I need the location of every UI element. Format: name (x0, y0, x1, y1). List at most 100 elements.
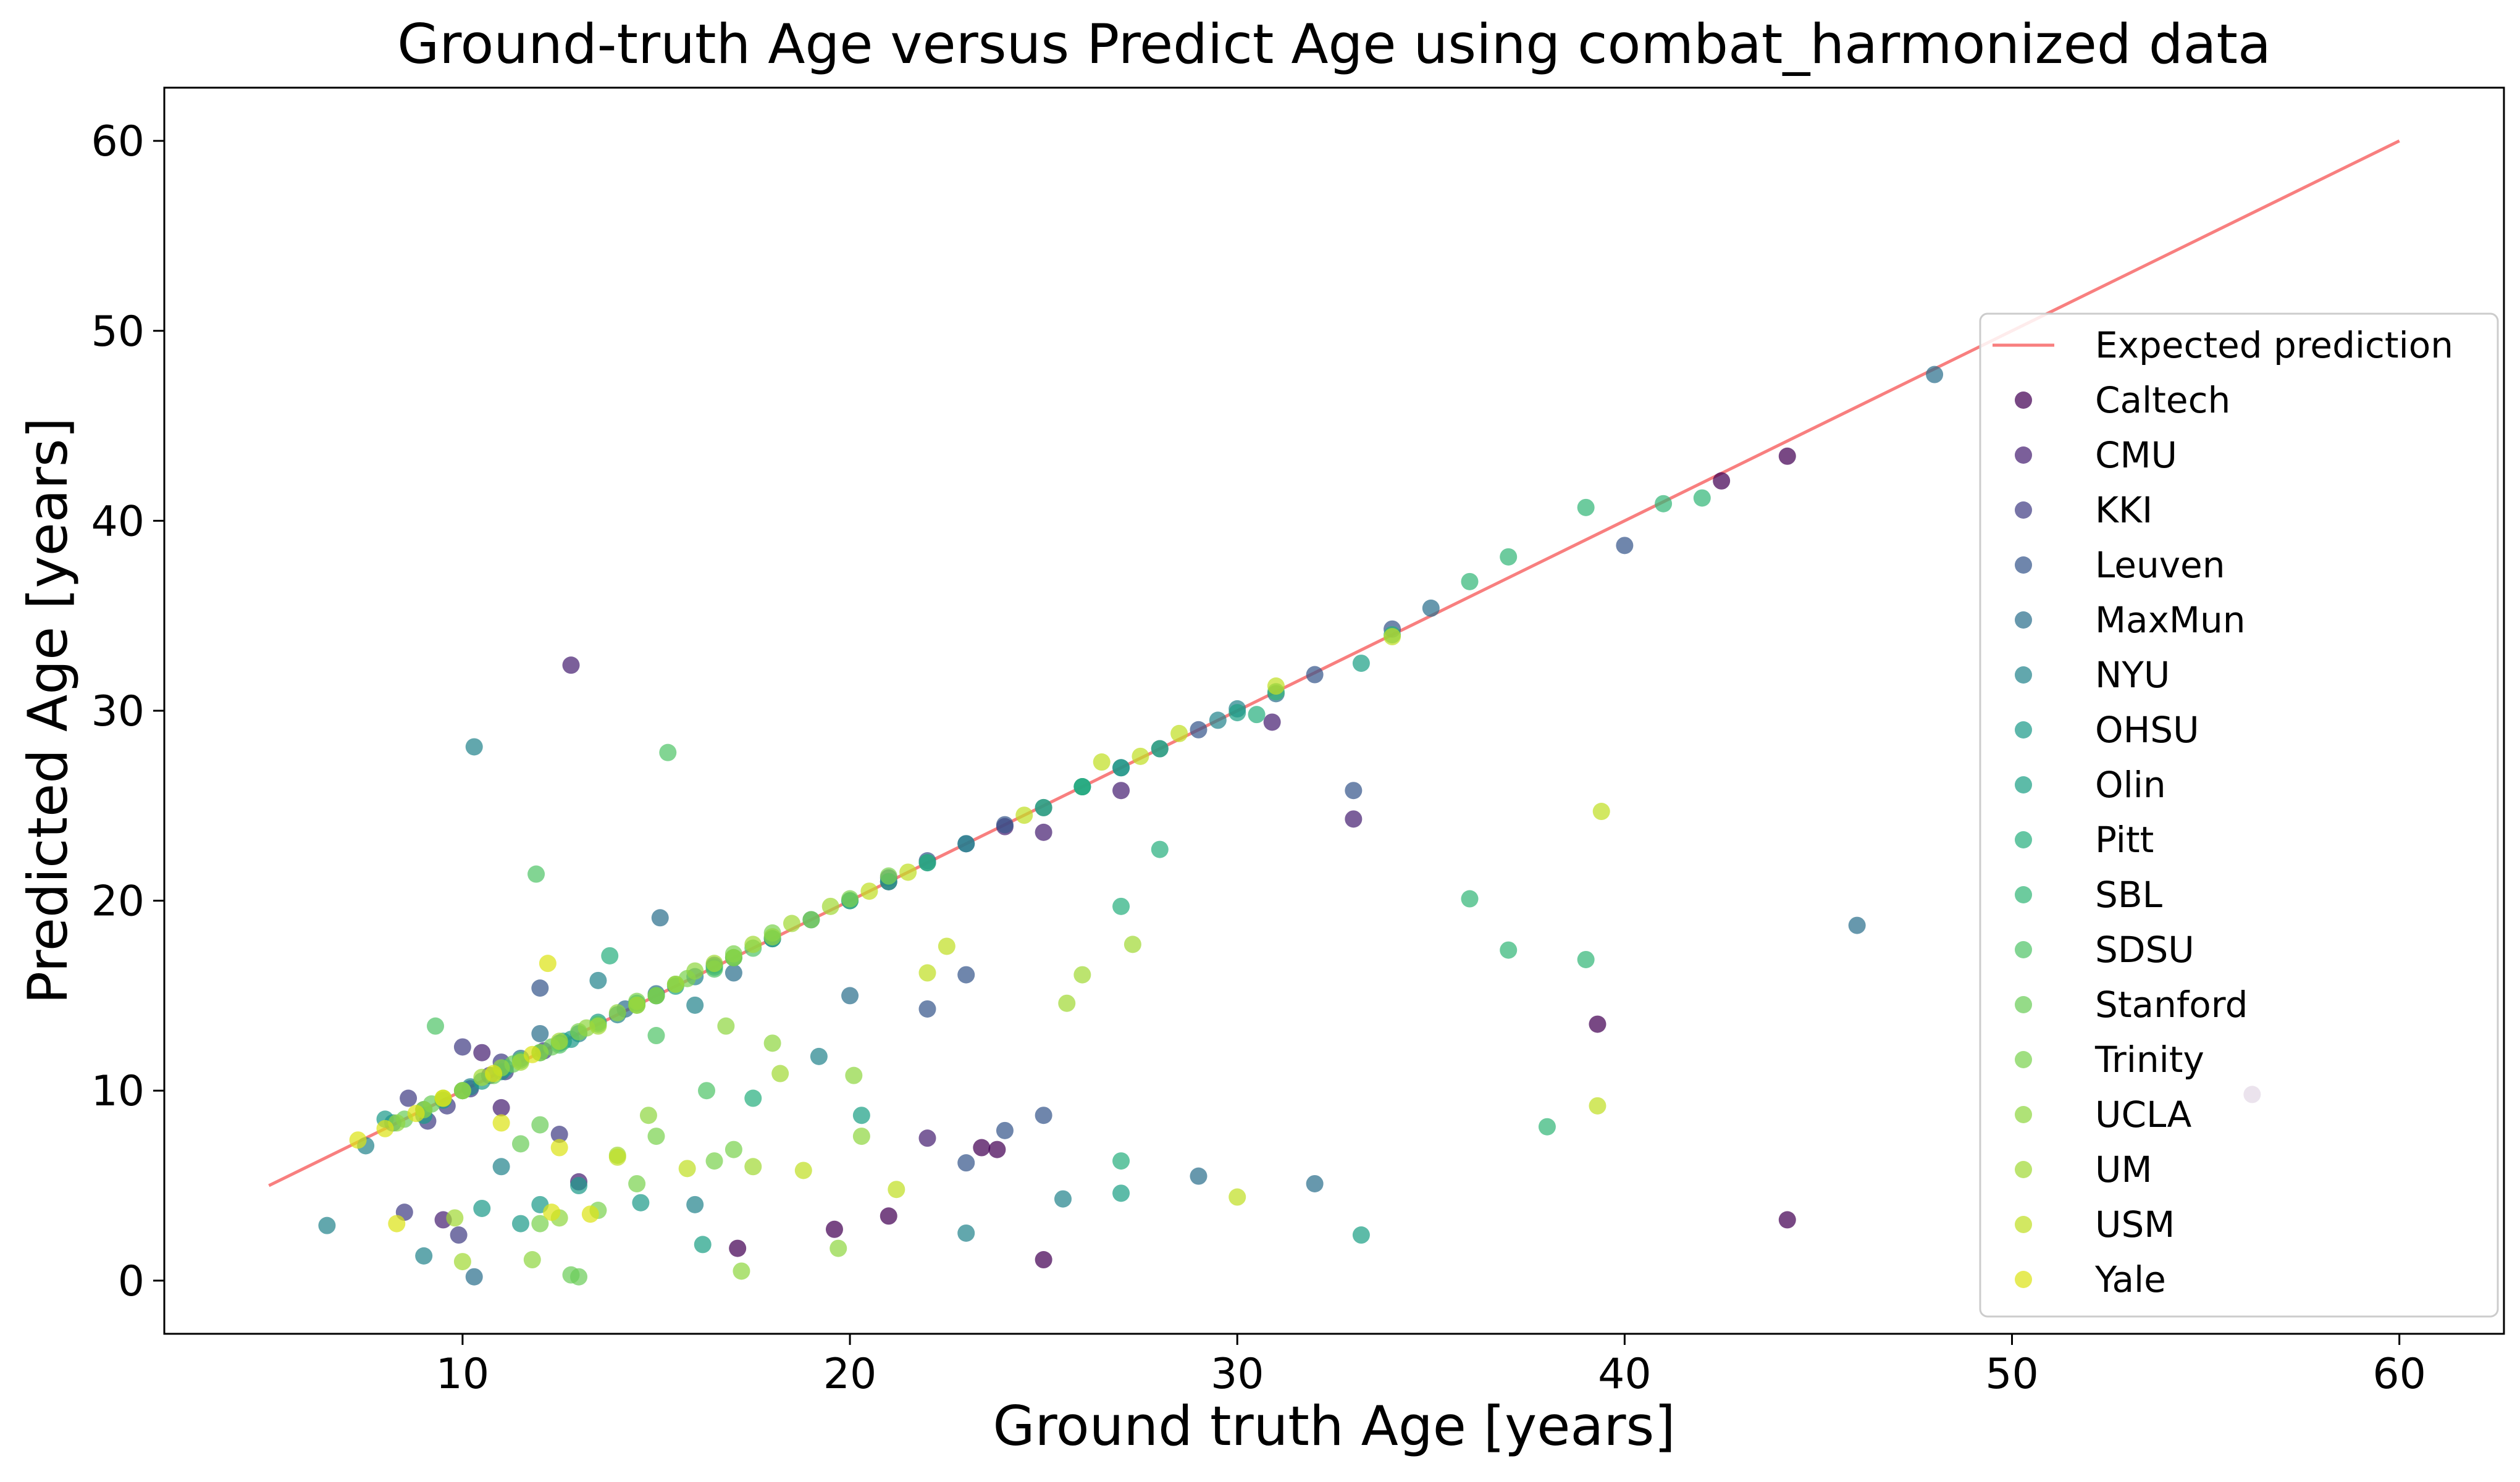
data-point (647, 987, 665, 1005)
data-point (988, 1141, 1006, 1158)
data-point (581, 1205, 599, 1223)
data-point (1500, 548, 1518, 566)
data-point (1352, 1226, 1370, 1244)
legend-item-caltech: Caltech (2015, 379, 2230, 421)
data-point (601, 947, 619, 965)
legend-marker (2015, 501, 2032, 519)
data-point (996, 1121, 1014, 1139)
data-point (1151, 740, 1169, 758)
data-point (1132, 747, 1149, 765)
data-point (763, 928, 781, 946)
data-point (450, 1226, 468, 1244)
legend-box (1979, 312, 2499, 1318)
legend-label: Yale (2094, 1258, 2166, 1300)
data-point (1228, 1188, 1246, 1206)
data-point (830, 1239, 847, 1257)
legend-item-ucla: UCLA (2015, 1094, 2192, 1136)
data-point (744, 1158, 762, 1176)
data-point (446, 1209, 464, 1227)
data-point (543, 1204, 561, 1221)
data-point (608, 1004, 626, 1022)
data-point (511, 1215, 529, 1233)
data-point (1267, 677, 1285, 695)
series-cmu (434, 656, 1363, 1229)
x-tick-label: 30 (1211, 1350, 1264, 1399)
data-point (860, 882, 878, 900)
data-point (1345, 810, 1363, 828)
data-point (1538, 1118, 1556, 1136)
data-point (686, 1195, 704, 1213)
data-point (589, 1017, 607, 1035)
y-tick-label: 10 (91, 1067, 145, 1116)
series-maxmun (453, 366, 1944, 1286)
data-point (1616, 537, 1634, 555)
data-point (1073, 778, 1091, 796)
data-point (1461, 890, 1479, 908)
data-point (1093, 753, 1111, 771)
x-tick-label: 20 (823, 1350, 877, 1399)
series-sbl (1267, 489, 1711, 1136)
data-point (589, 971, 607, 989)
series-yale (349, 955, 599, 1233)
data-point (1589, 1097, 1606, 1115)
legend-marker (2015, 941, 2032, 958)
data-point (918, 854, 936, 872)
legend-label: KKI (2095, 489, 2152, 531)
legend-label: Caltech (2095, 379, 2230, 421)
data-point (1209, 711, 1227, 729)
series-usm (608, 628, 1610, 1206)
series-trinity (531, 867, 897, 1233)
data-point (852, 1128, 870, 1145)
y-tick-label: 50 (91, 308, 145, 356)
data-point (434, 1089, 452, 1107)
data-point (562, 656, 580, 674)
data-point (407, 1105, 425, 1123)
data-point (550, 1125, 568, 1143)
x-axis: 10 20 30 40 50 60 (436, 1334, 2426, 1399)
data-point (531, 1116, 549, 1134)
data-point (694, 1236, 712, 1254)
data-point (918, 1000, 936, 1018)
legend-label: OHSU (2095, 709, 2199, 751)
data-point (492, 1158, 510, 1176)
data-point (659, 743, 677, 761)
data-point (996, 816, 1014, 834)
legend-item-nyu: NYU (2015, 654, 2170, 696)
data-point (1058, 994, 1076, 1012)
legend-marker (2015, 556, 2032, 574)
data-point (880, 867, 897, 885)
legend-marker (2015, 831, 2032, 848)
legend-item-ohsu: OHSU (2015, 709, 2199, 751)
data-point (794, 1162, 812, 1179)
y-axis-title: Predicted Age [years] (16, 417, 80, 1004)
legend-item-um: UM (2015, 1149, 2152, 1191)
data-point (888, 1181, 905, 1199)
data-point (473, 1044, 491, 1061)
data-point (1190, 721, 1208, 739)
data-point (1422, 599, 1440, 617)
legend-label: SDSU (2095, 929, 2194, 971)
data-point (523, 1045, 541, 1063)
data-point (918, 964, 936, 982)
y-tick-label: 60 (91, 117, 145, 166)
legend-item-stanford: Stanford (2015, 984, 2248, 1026)
legend-item-olin: Olin (2015, 764, 2166, 806)
data-point (729, 1239, 747, 1257)
data-point (686, 996, 704, 1014)
data-point (511, 1135, 529, 1153)
data-point (724, 964, 742, 982)
legend-item-cmu: CMU (2015, 434, 2177, 476)
data-point (1035, 823, 1052, 841)
data-point (415, 1247, 433, 1265)
data-point (628, 1174, 646, 1192)
legend-item-trinity: Trinity (2015, 1039, 2204, 1081)
legend-item-yale: Yale (2015, 1258, 2166, 1300)
data-point (539, 955, 556, 973)
data-point (1248, 706, 1266, 724)
series-pitt (601, 626, 1401, 1170)
data-point (771, 1065, 789, 1082)
y-tick-label: 0 (118, 1257, 145, 1306)
data-point (427, 1017, 445, 1035)
data-point (810, 1047, 828, 1065)
